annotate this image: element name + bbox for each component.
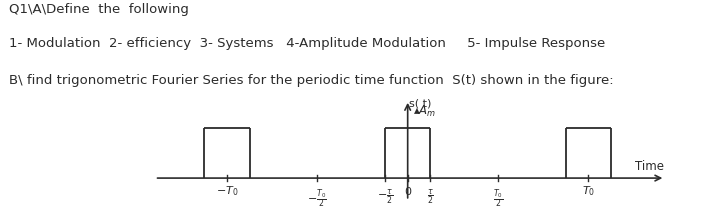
Text: $\frac{\tau}{2}$: $\frac{\tau}{2}$ <box>427 187 434 206</box>
Text: $T_0$: $T_0$ <box>582 185 595 198</box>
Text: $-\frac{T_0}{2}$: $-\frac{T_0}{2}$ <box>307 187 327 210</box>
Text: B\ find trigonometric Fourier Series for the periodic time function  S(t) shown : B\ find trigonometric Fourier Series for… <box>9 74 614 87</box>
Text: $0$: $0$ <box>403 185 412 197</box>
Text: 1- Modulation  2- efficiency  3- Systems   4-Amplitude Modulation     5- Impulse: 1- Modulation 2- efficiency 3- Systems 4… <box>9 37 605 50</box>
Text: $-\frac{\tau}{2}$: $-\frac{\tau}{2}$ <box>377 187 393 206</box>
Text: $\blacktriangle A_m$: $\blacktriangle A_m$ <box>413 104 437 119</box>
Text: s( t): s( t) <box>409 98 432 108</box>
Text: Q1\A\Define  the  following: Q1\A\Define the following <box>9 3 189 16</box>
Text: Time: Time <box>636 160 665 173</box>
Text: $-T_0$: $-T_0$ <box>215 185 238 198</box>
Text: $\frac{T_0}{2}$: $\frac{T_0}{2}$ <box>493 187 503 210</box>
